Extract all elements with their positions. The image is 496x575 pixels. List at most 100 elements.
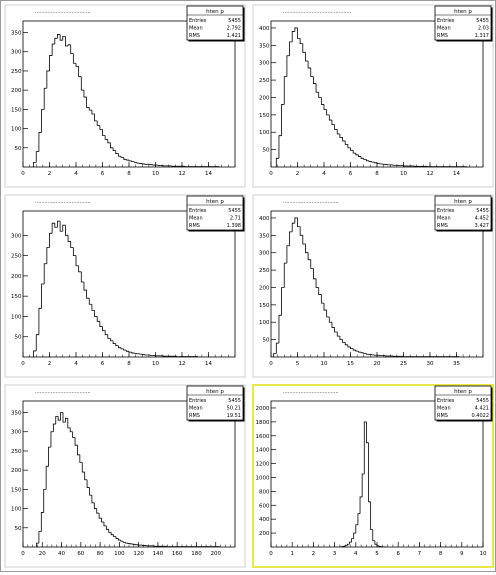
stats-name: hten p: [454, 9, 472, 15]
histogram-pad-3[interactable]: ...................................hten …: [5, 195, 245, 377]
stats-name: hten p: [206, 199, 224, 205]
x-tick-label: 4: [74, 361, 78, 367]
x-tick-label: 0: [21, 551, 25, 557]
x-tick-label: 2: [48, 361, 52, 367]
y-tick-label: 200: [259, 285, 270, 291]
x-tick-label: 2: [296, 171, 300, 177]
y-tick-label: 150: [259, 303, 270, 309]
x-tick-label: 4: [354, 551, 358, 557]
y-tick-label: 150: [259, 113, 270, 119]
histogram-pad-6[interactable]: ...................................hten …: [253, 385, 493, 567]
x-tick-label: 10: [152, 361, 159, 367]
stats-label-entries: Entries: [189, 398, 207, 404]
stats-label-mean: Mean: [437, 26, 451, 32]
stats-label-rms: RMS: [189, 33, 200, 39]
stats-value-mean: 2.03: [478, 26, 489, 32]
y-tick-label: 200: [11, 274, 22, 280]
y-tick-label: 200: [259, 531, 270, 537]
stats-label-mean: Mean: [189, 216, 203, 222]
x-tick-label: 2: [48, 171, 52, 177]
x-tick-label: 180: [191, 551, 202, 557]
y-tick-label: 350: [259, 43, 270, 49]
y-tick-label: 50: [15, 526, 22, 532]
y-tick-label: 50: [15, 146, 22, 152]
y-tick-label: 800: [259, 489, 270, 495]
y-tick-label: 250: [11, 254, 22, 260]
y-tick-label: 250: [11, 69, 22, 75]
stats-label-mean: Mean: [189, 406, 203, 412]
stats-label-rms: RMS: [437, 33, 448, 39]
y-tick-label: 250: [11, 449, 22, 455]
histogram-title: ...................................: [283, 389, 339, 395]
stats-value-mean: 50.21: [227, 406, 241, 412]
y-tick-label: 250: [259, 78, 270, 84]
stats-label-rms: RMS: [189, 223, 200, 229]
histogram-pad-4[interactable]: ................................... hten …: [253, 195, 493, 377]
y-tick-label: 2000: [256, 406, 270, 412]
y-tick-label: 350: [259, 233, 270, 239]
stats-label-entries: Entries: [189, 208, 207, 214]
stats-label-entries: Entries: [189, 18, 207, 24]
histogram-pad-2[interactable]: ........................................…: [253, 5, 493, 187]
x-tick-label: 10: [400, 171, 407, 177]
plot-frame: [271, 211, 483, 357]
plot-frame: [271, 21, 483, 167]
x-tick-label: 15: [347, 361, 354, 367]
x-tick-label: 8: [375, 171, 379, 177]
stats-label-rms: RMS: [437, 223, 448, 229]
y-tick-label: 1200: [256, 462, 270, 468]
plot-frame: [23, 211, 235, 357]
y-tick-label: 100: [11, 507, 22, 513]
x-tick-label: 14: [453, 171, 460, 177]
plot-frame: [23, 401, 235, 547]
x-tick-label: 40: [58, 551, 65, 557]
x-tick-label: 4: [322, 171, 326, 177]
y-tick-label: 50: [15, 335, 22, 341]
x-tick-label: 200: [210, 551, 221, 557]
stats-value-mean: 2.792: [227, 26, 241, 32]
x-tick-label: 35: [453, 361, 460, 367]
y-tick-label: 150: [11, 294, 22, 300]
y-tick-label: 300: [259, 61, 270, 67]
stats-name: hten p: [454, 199, 472, 205]
histogram-pad-5[interactable]: ...................................hten …: [5, 385, 245, 567]
x-tick-label: 80: [97, 551, 104, 557]
y-tick-label: 1800: [256, 420, 270, 426]
histogram-pad-1[interactable]: ...................................hten …: [5, 5, 245, 187]
stats-label-entries: Entries: [437, 208, 455, 214]
stats-value-entries: 5455: [476, 18, 489, 24]
histogram-title: ...................................: [283, 199, 339, 205]
x-tick-label: 6: [101, 361, 105, 367]
stats-label-mean: Mean: [437, 216, 451, 222]
y-tick-label: 300: [11, 233, 22, 239]
y-tick-label: 350: [11, 411, 22, 417]
x-tick-label: 12: [427, 171, 434, 177]
x-tick-label: 12: [179, 361, 186, 367]
y-tick-label: 150: [11, 487, 22, 493]
x-tick-label: 5: [296, 361, 300, 367]
stats-value-rms: 19.51: [227, 413, 241, 419]
histogram-title: ...................................: [35, 389, 91, 395]
y-tick-label: 400: [259, 517, 270, 523]
x-tick-label: 30: [427, 361, 434, 367]
x-tick-label: 10: [321, 361, 328, 367]
stats-value-entries: 5455: [476, 208, 489, 214]
x-tick-label: 60: [77, 551, 84, 557]
x-tick-label: 0: [21, 171, 25, 177]
x-tick-label: 160: [172, 551, 183, 557]
x-tick-label: 0: [269, 361, 273, 367]
y-tick-label: 150: [11, 107, 22, 113]
x-tick-label: 8: [127, 361, 131, 367]
x-tick-label: 6: [349, 171, 353, 177]
x-tick-label: 20: [374, 361, 381, 367]
x-tick-label: 0: [269, 551, 273, 557]
x-tick-label: 100: [114, 551, 125, 557]
stats-value-entries: 5455: [228, 18, 241, 24]
y-tick-label: 200: [259, 95, 270, 101]
stats-label-mean: Mean: [437, 406, 451, 412]
y-tick-label: 100: [259, 320, 270, 326]
x-tick-label: 12: [179, 171, 186, 177]
x-tick-label: 9: [460, 551, 464, 557]
